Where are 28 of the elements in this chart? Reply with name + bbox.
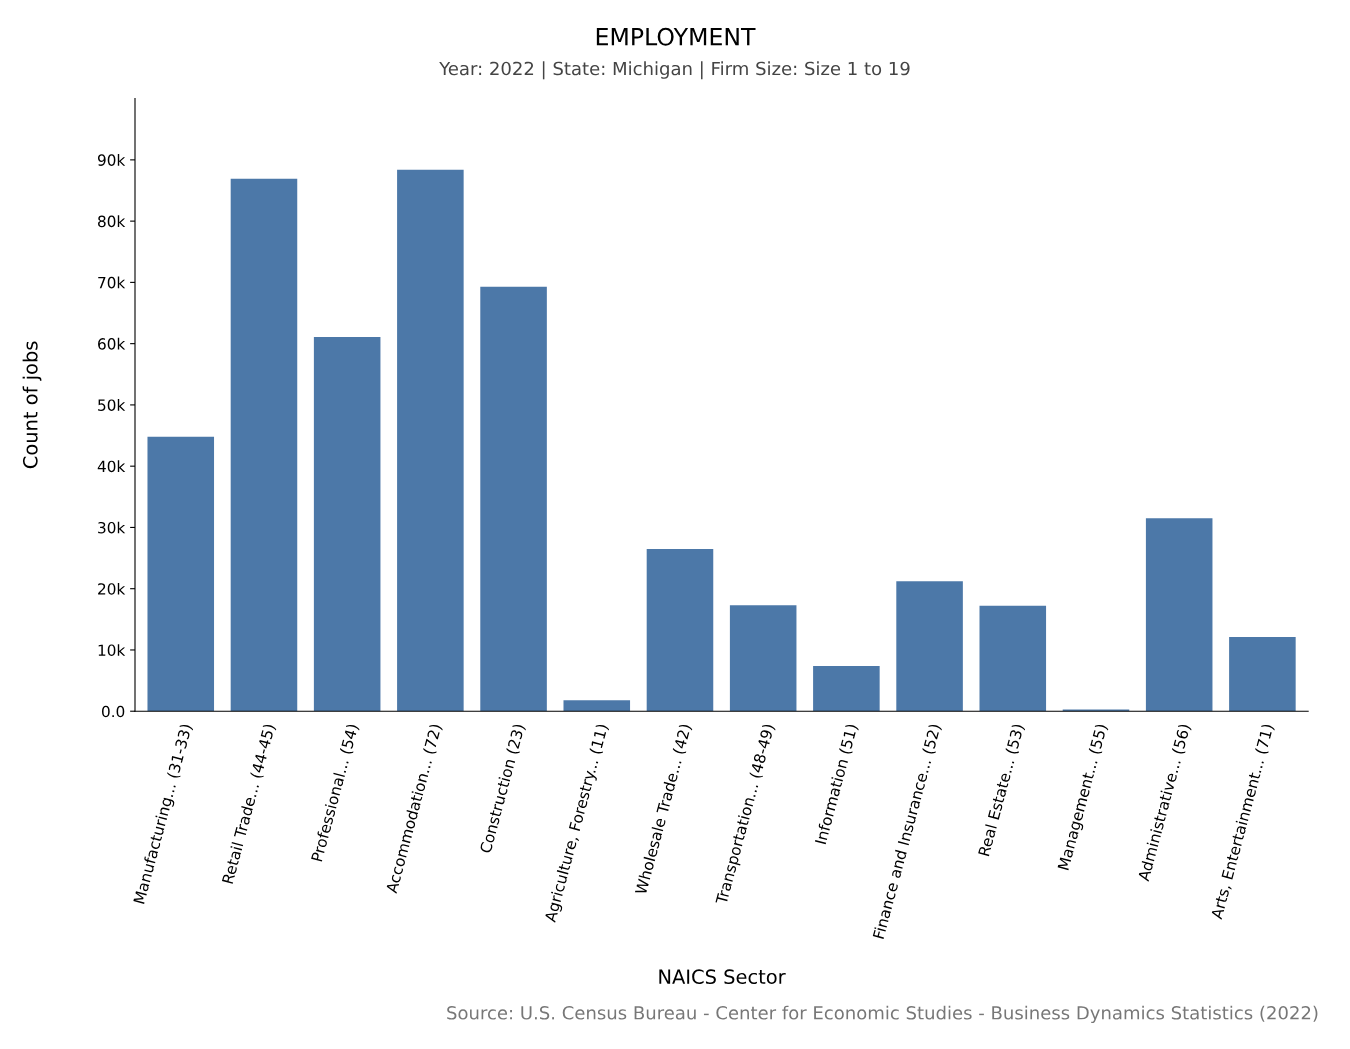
x-axis-title: NAICS Sector: [659, 969, 786, 985]
bar: [813, 665, 880, 712]
y-tick-label: 10k: [98, 644, 126, 656]
chart-title: EMPLOYMENT: [596, 27, 756, 46]
y-axis-title: Count of jobs: [22, 341, 42, 469]
bar: [1145, 518, 1213, 712]
y-tick-label: 30k: [98, 521, 126, 534]
bar: [646, 548, 714, 712]
bar: [313, 336, 381, 712]
y-tick-label: 0.0: [101, 705, 125, 718]
bar: [480, 286, 547, 712]
y-tick-label: 60k: [98, 337, 126, 350]
bar: [896, 581, 963, 712]
y-tick-label: 50k: [98, 399, 126, 411]
y-tick-label: 40k: [97, 460, 126, 473]
bar: [729, 605, 797, 712]
y-tick-label: 90k: [97, 154, 126, 166]
source-note: Source: U.S. Census Bureau - Center for Economic Studies - Business Dynamics Statistics (2022): [447, 1005, 1318, 1024]
bar: [563, 700, 631, 712]
chart-subtitle: Year: 2022 | State: Michigan | Firm Size: Size 1 to 19: [439, 61, 910, 80]
bar: [979, 605, 1047, 712]
bar: [147, 436, 215, 712]
bar: [230, 178, 298, 712]
y-tick-label: 20k: [98, 582, 126, 595]
bar: [397, 169, 464, 712]
y-tick-label: 80k: [98, 215, 126, 228]
y-tick-label: 70k: [98, 276, 126, 289]
bar: [1229, 637, 1296, 712]
